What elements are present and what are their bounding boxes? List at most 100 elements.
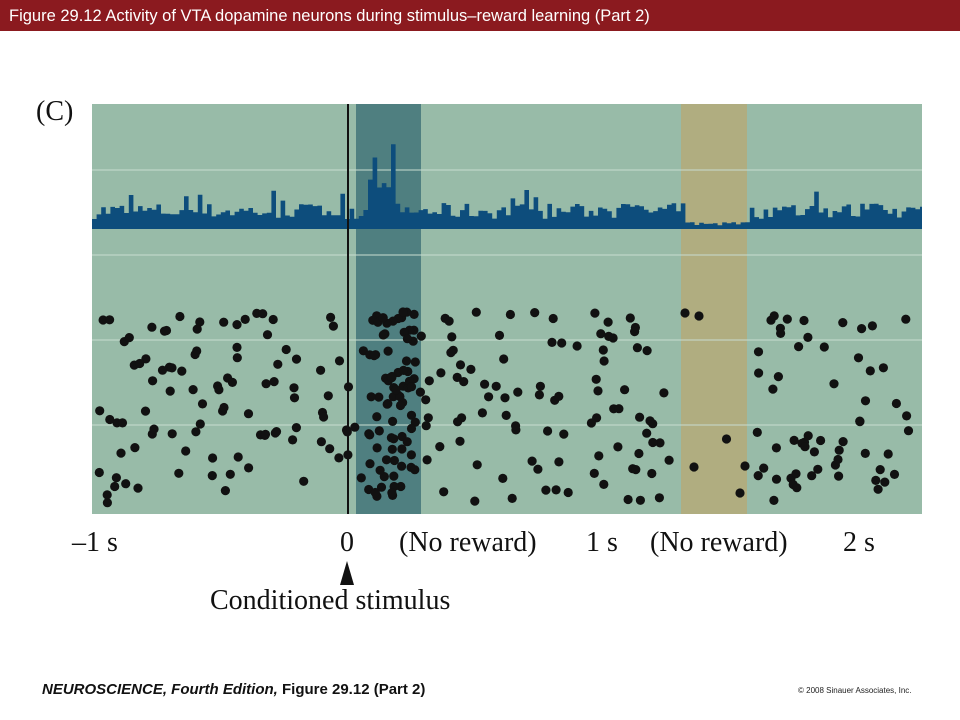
spike-dot — [174, 468, 184, 478]
spike-dot — [620, 385, 630, 395]
spike-dot — [190, 349, 200, 360]
spike-dot — [816, 435, 826, 446]
spike-dot — [613, 442, 623, 452]
spike-dot — [838, 318, 848, 328]
spike-dot — [121, 479, 131, 489]
spike-dot — [819, 342, 829, 352]
spike-dot — [853, 353, 864, 363]
spike-dot — [415, 387, 425, 397]
spike-dot — [389, 434, 399, 444]
spike-dot — [316, 437, 326, 447]
spike-dot — [94, 467, 104, 478]
spike-dot — [402, 437, 412, 447]
spike-dot — [416, 331, 426, 341]
spike-dot — [635, 495, 646, 505]
spike-dot — [175, 311, 185, 322]
spike-dot — [813, 464, 823, 474]
spike-dot — [262, 330, 273, 340]
spike-dot — [387, 444, 397, 454]
spike-raster — [94, 307, 914, 508]
spike-dot — [472, 460, 482, 470]
spike-dot — [370, 487, 380, 498]
spike-dot — [563, 487, 573, 498]
spike-dot — [647, 468, 657, 479]
spike-dot — [423, 413, 433, 423]
spike-dot — [829, 379, 839, 389]
spike-dot — [374, 392, 384, 402]
spike-dot — [557, 338, 567, 348]
spike-dot — [634, 448, 644, 459]
spike-dot — [135, 358, 145, 369]
spike-dot — [559, 429, 569, 439]
spike-dot — [232, 342, 242, 352]
spike-dot — [498, 473, 508, 483]
spike-dot — [789, 435, 799, 445]
spike-dot — [771, 474, 782, 484]
spike-dot — [195, 317, 205, 327]
spike-dot — [102, 498, 112, 508]
spike-dot — [167, 429, 177, 439]
spike-dot — [105, 414, 115, 425]
spike-dot — [470, 496, 480, 506]
spike-dot — [268, 314, 278, 325]
spike-dot — [410, 465, 420, 475]
spike-dot — [754, 368, 764, 378]
spike-dot — [459, 377, 469, 387]
spike-dot — [591, 374, 601, 384]
spike-dot — [769, 311, 779, 321]
spike-dot — [398, 307, 408, 317]
spike-dot — [768, 384, 778, 394]
footer-book: NEUROSCIENCE, Fourth Edition, — [42, 681, 278, 698]
spike-dot — [838, 437, 848, 447]
spike-dot — [232, 353, 242, 363]
spike-dot — [435, 442, 445, 452]
axis-label-2s: 2 s — [843, 527, 875, 558]
spike-dot — [319, 412, 329, 422]
axis-label-minus-1s: –1 s — [72, 527, 118, 558]
spike-dot — [554, 391, 564, 401]
spike-dot — [547, 337, 557, 347]
spike-dot — [436, 368, 446, 378]
spike-dot — [110, 481, 120, 492]
spike-dot — [116, 448, 126, 458]
spike-dot — [258, 309, 268, 319]
spike-dot — [273, 359, 283, 369]
spike-dot — [694, 311, 704, 321]
spike-dot — [130, 443, 140, 453]
spike-dot — [406, 382, 417, 392]
spike-dot — [513, 387, 523, 397]
spike-dot — [753, 471, 763, 481]
spike-dot — [596, 329, 606, 339]
spike-dot — [387, 373, 397, 383]
spike-dot — [655, 438, 665, 448]
spike-dot — [117, 418, 128, 428]
spike-dot — [424, 376, 434, 386]
spike-dot — [388, 416, 398, 426]
spike-dot — [494, 330, 505, 340]
spike-dot — [834, 471, 844, 481]
spike-dot — [527, 456, 537, 466]
spike-dot — [455, 360, 466, 370]
spike-dot — [95, 406, 105, 416]
spike-dot — [551, 485, 561, 495]
spike-dot — [654, 493, 665, 503]
spike-dot — [800, 442, 810, 452]
spike-dot — [243, 409, 254, 419]
spike-dot — [397, 461, 407, 471]
spike-dot — [902, 411, 912, 421]
spike-dot — [374, 426, 384, 436]
spike-dot — [225, 469, 235, 479]
spike-dot — [875, 465, 885, 475]
spike-dot — [291, 423, 301, 433]
spike-dot — [554, 457, 564, 467]
spike-dot — [395, 400, 406, 411]
spike-dot — [197, 399, 208, 409]
spike-dot — [102, 490, 112, 500]
spike-dot — [534, 390, 545, 400]
spike-dot — [207, 471, 217, 481]
spike-dot — [396, 481, 406, 492]
spike-dot — [776, 328, 786, 338]
plot-background — [92, 104, 922, 514]
spike-dot — [614, 404, 624, 414]
spike-dot — [325, 444, 335, 454]
